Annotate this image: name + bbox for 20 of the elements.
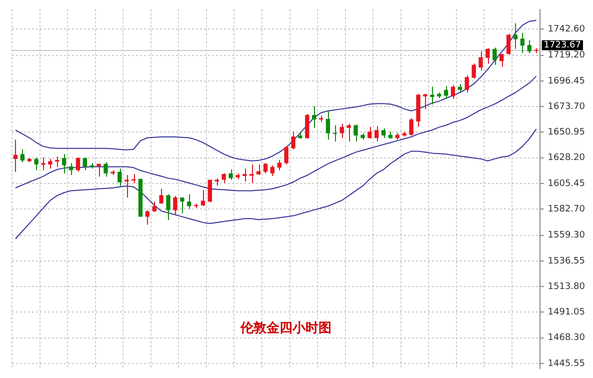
y-tick-label: 1673.70	[548, 102, 586, 112]
ref-line-label: 1723.67	[544, 40, 581, 51]
y-tick-label: 1536.55	[548, 256, 585, 266]
candlestick	[236, 172, 240, 180]
candlestick	[48, 158, 52, 170]
y-tick-label: 1650.95	[548, 128, 585, 138]
y-tick-label: 1559.30	[548, 230, 586, 241]
candlestick	[423, 93, 428, 110]
y-tick-label: 1719.20	[548, 50, 586, 61]
y-tick-label: 1491.05	[548, 308, 585, 318]
text: 伦敦金四小时图	[239, 320, 332, 336]
y-tick-label: 1696.45	[548, 76, 585, 86]
candlestick	[41, 156, 46, 171]
y-tick-label: 1468.30	[548, 333, 586, 344]
y-tick-label: 1742.60	[548, 24, 586, 34]
y-tick-label: 1605.45	[548, 178, 585, 189]
y-tick-label: 1628.20	[548, 153, 586, 164]
y-tick-label: 1582.70	[548, 204, 586, 214]
y-tick-label: 1445.55	[548, 358, 585, 369]
y-tick-label: 1513.80	[548, 282, 586, 292]
